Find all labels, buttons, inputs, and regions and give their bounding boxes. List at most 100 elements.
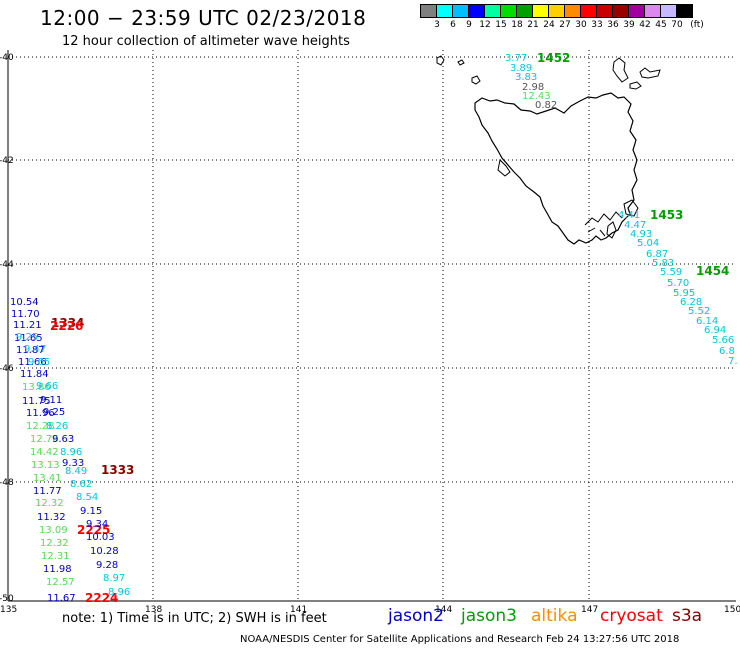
y-axis-label: -50 <box>0 594 14 604</box>
page-subtitle: 12 hour collection of altimeter wave hei… <box>62 34 350 49</box>
wave-height-value: 4.41 <box>618 210 640 221</box>
cape-barren-island <box>629 81 642 90</box>
three-hummock-island <box>471 75 481 85</box>
wave-height-value: 7. <box>728 356 738 367</box>
color-swatch <box>548 4 565 18</box>
color-swatch <box>596 4 613 18</box>
wave-height-value: 5.59 <box>660 267 682 278</box>
x-axis-label: 147 <box>581 605 598 615</box>
track-label: 1334 <box>51 316 84 330</box>
wave-height-value: 10.54 <box>10 297 39 308</box>
wave-height-value: 6.94 <box>704 325 726 336</box>
wave-height-value: 5.83 <box>652 258 674 269</box>
track-label: 2225 <box>77 523 110 537</box>
color-scale-labels: 3 6 9 12 15 18 21 24 27 30 33 36 39 42 45 70 (ft) <box>421 18 740 32</box>
wave-height-value: 2.98 <box>522 82 544 93</box>
wave-height-value: 10.28 <box>90 546 119 557</box>
color-swatch <box>660 4 677 18</box>
wave-height-value: 12.57 <box>46 577 75 588</box>
wave-height-value: 13.86 <box>22 382 51 393</box>
track-label: 2226 <box>50 319 83 333</box>
furneaux-islets <box>639 67 661 79</box>
credit-line: NOAA/NESDIS Center for Satellite Applica… <box>240 634 680 645</box>
wave-height-value: 11.70 <box>11 309 40 320</box>
wave-height-value: 11.66 <box>18 357 47 368</box>
wave-height-value: 11.96 <box>26 408 55 419</box>
color-scale-legend: 3 6 9 12 15 18 21 24 27 30 33 36 39 42 45 70 (ft) <box>420 4 740 32</box>
wave-height-value: 5.95 <box>673 288 695 299</box>
wave-height-value: 0.82 <box>535 100 557 111</box>
color-swatch <box>676 4 693 18</box>
y-axis-label: -40 <box>0 53 14 63</box>
color-swatch <box>628 4 645 18</box>
page-title: 12:00 − 23:59 UTC 02/23/2018 <box>40 6 367 30</box>
y-axis-label: -48 <box>0 478 14 488</box>
wave-height-value: 11.84 <box>20 369 49 380</box>
robbins-island <box>457 59 465 66</box>
color-scale-label: (ft) <box>690 20 704 30</box>
macquarie-harbour <box>497 158 511 177</box>
legend-item-jason2: jason2 <box>388 606 444 626</box>
wave-height-value: 9.47 <box>24 344 46 355</box>
wave-height-value: 10.03 <box>86 532 115 543</box>
color-swatch <box>420 4 437 18</box>
y-axis-label: -46 <box>0 364 14 374</box>
wave-height-value: 6.8 <box>719 346 735 357</box>
color-swatch <box>500 4 517 18</box>
wave-height-value: 14.42 <box>30 447 59 458</box>
wave-height-value: 9.15 <box>80 506 102 517</box>
wave-height-value: 9.33 <box>62 458 84 469</box>
wave-height-value: 4.47 <box>624 220 646 231</box>
wave-height-value: 6.14 <box>696 316 718 327</box>
color-scale-label: 45 <box>655 20 667 30</box>
color-scale-label: 24 <box>543 20 555 30</box>
units-note: note: 1) Time is in UTC; 2) SWH is in fe… <box>62 611 327 626</box>
color-scale-label: 36 <box>607 20 619 30</box>
wave-height-value: 8.96 <box>108 587 130 598</box>
y-axis-label: -42 <box>0 156 14 166</box>
color-swatch <box>468 4 485 18</box>
tasmania-coastline <box>474 92 638 245</box>
wave-height-value: 5.04 <box>637 238 659 249</box>
wave-height-value: 12.28 <box>26 421 55 432</box>
wave-height-value: 13.13 <box>31 460 60 471</box>
wave-height-value: 12.31 <box>41 551 70 562</box>
color-scale-label: 9 <box>466 20 472 30</box>
flinders-island <box>612 57 629 83</box>
wave-height-value: 8.54 <box>76 492 98 503</box>
wave-height-value: 8.96 <box>60 447 82 458</box>
wave-height-value: 12.76 <box>30 434 59 445</box>
wave-height-value: 9.25 <box>16 332 38 343</box>
color-swatch <box>452 4 469 18</box>
x-axis-label: 150 <box>724 605 740 615</box>
color-scale-label: 42 <box>639 20 651 30</box>
wave-height-value: 11.65 <box>14 333 43 344</box>
wave-height-value: 5.66 <box>712 335 734 346</box>
wave-height-value: 9.34 <box>86 519 108 530</box>
wave-height-value: 9.66 <box>36 381 58 392</box>
wave-height-value: 8.26 <box>46 421 68 432</box>
color-scale-label: 27 <box>559 20 571 30</box>
legend-item-s3a: s3a <box>672 606 703 626</box>
wave-height-value: 11.98 <box>43 564 72 575</box>
southeast-inlets <box>584 211 623 237</box>
color-swatch <box>436 4 453 18</box>
wave-height-value: 8.49 <box>65 466 87 477</box>
wave-height-value: 9.65 <box>28 357 50 368</box>
tasman-peninsula <box>623 199 639 217</box>
color-swatch <box>580 4 597 18</box>
color-swatch <box>516 4 533 18</box>
track-label: 1454 <box>696 264 729 278</box>
x-axis-label: 135 <box>0 605 17 615</box>
color-swatch <box>644 4 661 18</box>
map-grid <box>8 50 736 601</box>
color-scale-label: 15 <box>495 20 507 30</box>
wave-height-value: 11.21 <box>13 320 42 331</box>
color-swatch <box>564 4 581 18</box>
legend-item-altika: altika <box>531 606 578 626</box>
wave-height-value: 3.77 <box>505 53 527 64</box>
wave-height-value: 8.62 <box>70 479 92 490</box>
color-swatch <box>532 4 549 18</box>
wave-height-value: 9.63 <box>52 434 74 445</box>
